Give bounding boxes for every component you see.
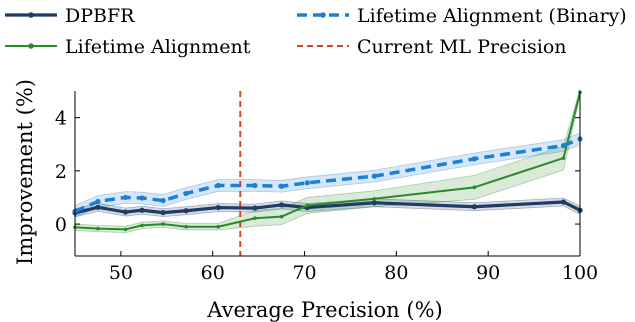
- data-point: [279, 184, 284, 189]
- x-tick-label: 80: [384, 262, 408, 284]
- data-point: [472, 204, 477, 209]
- data-point: [140, 224, 144, 228]
- data-point: [139, 208, 144, 213]
- data-point: [95, 199, 100, 204]
- data-point: [96, 227, 100, 231]
- data-point: [561, 143, 566, 148]
- x-tick-label: 100: [562, 262, 598, 284]
- data-point: [473, 186, 477, 190]
- data-point: [372, 200, 377, 205]
- x-tick-label: 50: [109, 262, 133, 284]
- axes: 50 60 70 80 90 100 0 2 4: [55, 91, 598, 284]
- data-point: [216, 225, 220, 229]
- data-point: [280, 215, 284, 219]
- data-point: [95, 205, 100, 210]
- data-point: [561, 199, 566, 204]
- legend-label-3: Lifetime Alignment (Binary): [357, 5, 627, 27]
- legend-label-0: DPBFR: [65, 5, 135, 27]
- x-tick-label: 90: [476, 262, 500, 284]
- y-axis-label: Improvement (%): [13, 79, 37, 265]
- legend-label-2: Lifetime Alignment: [65, 36, 251, 58]
- legend: DPBFR Current ML Precision Lifetime Alignm…: [5, 5, 627, 58]
- y-tick-label: 2: [55, 161, 67, 183]
- y-tick-label: 4: [55, 108, 67, 130]
- y-tick-label: 0: [55, 214, 67, 236]
- legend-label-1: Current ML Precision: [357, 36, 567, 58]
- data-point: [123, 209, 128, 214]
- data-point: [161, 210, 166, 215]
- data-point: [184, 191, 189, 196]
- data-point: [139, 195, 144, 200]
- data-point: [562, 156, 566, 160]
- data-point: [373, 197, 377, 201]
- x-tick-label: 60: [201, 262, 225, 284]
- data-point: [216, 205, 221, 210]
- data-point: [252, 205, 257, 210]
- legend-marker-2: [28, 43, 34, 49]
- data-point: [472, 156, 477, 161]
- legend-marker-0: [28, 12, 34, 18]
- data-point: [306, 204, 310, 208]
- data-point: [372, 174, 377, 179]
- x-tick-label: 70: [292, 262, 316, 284]
- data-point: [184, 208, 189, 213]
- data-point: [161, 198, 166, 203]
- x-axis-label: Average Precision (%): [206, 298, 442, 322]
- data-point: [184, 225, 188, 229]
- data-point: [253, 216, 257, 220]
- legend-marker-3: [320, 12, 326, 18]
- data-point: [161, 222, 165, 226]
- data-point: [279, 202, 284, 207]
- data-point: [305, 180, 310, 185]
- data-point: [216, 183, 221, 188]
- data-point: [123, 195, 128, 200]
- data-point: [252, 183, 257, 188]
- data-point: [124, 228, 128, 232]
